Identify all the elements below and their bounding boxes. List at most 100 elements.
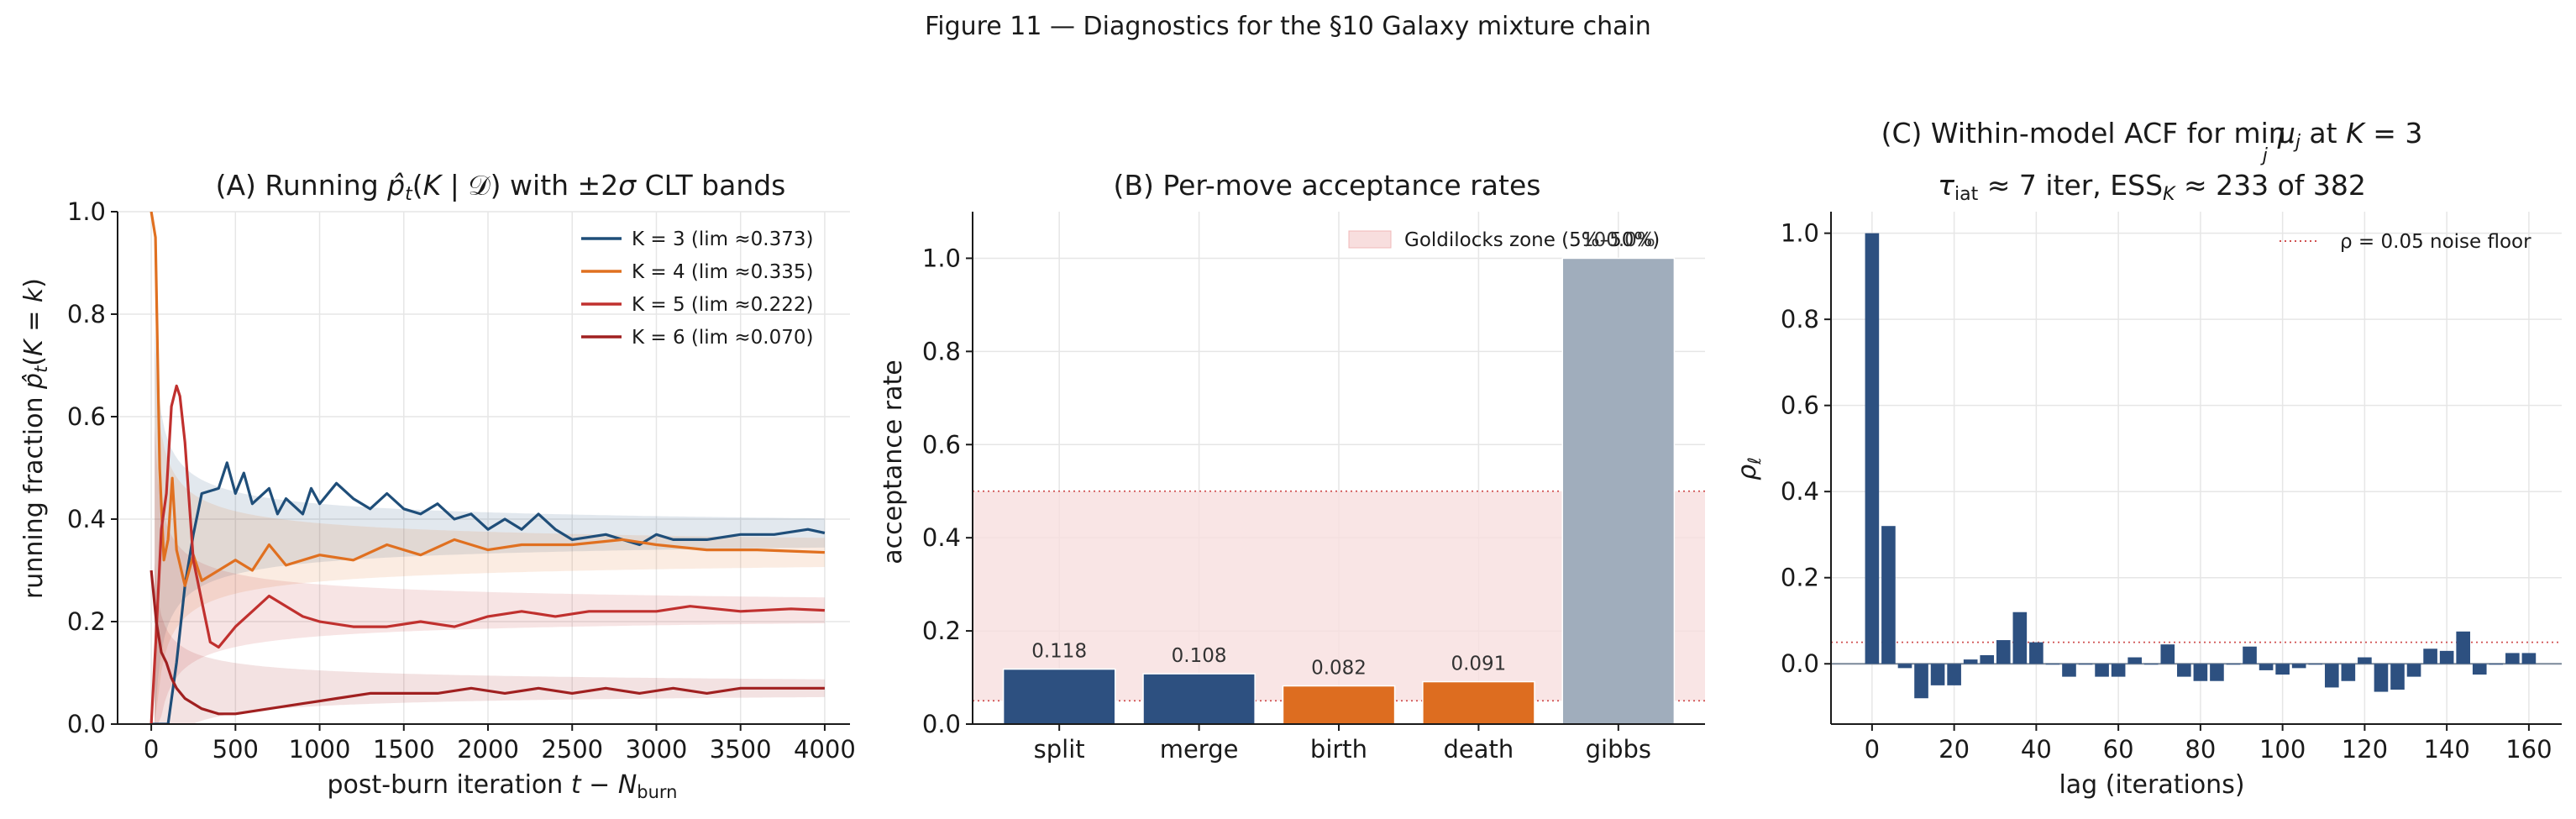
acf-bar: [2193, 664, 2208, 681]
x-tick-label: 40: [2021, 735, 2052, 764]
panel-a-line-chart: 0 500 1000 1500 2000 2500 3000 3500 4000 0.0 0.2 0.…: [19, 169, 856, 802]
legend-label: K = 6 (lim ≈0.070): [632, 327, 813, 349]
x-tick-label: 120: [2342, 735, 2388, 764]
panel-a-title: (A) Running p̂t(K | 𝒟) with ±2σ CLT band…: [216, 169, 786, 205]
figure-title: Figure 11 — Diagnostics for the §10 Gala…: [925, 12, 1651, 41]
acf-bar: [1947, 664, 1961, 685]
x-tick-label: gibbs: [1586, 735, 1651, 764]
x-tick-label: 140: [2423, 735, 2469, 764]
y-tick-label: 0.4: [1781, 477, 1819, 506]
x-tick-label: merge: [1160, 735, 1239, 764]
acf-bar: [1980, 654, 1995, 664]
legend-label: K = 4 (lim ≈0.335): [632, 261, 813, 283]
acf-bar: [2456, 631, 2471, 664]
legend-label: K = 5 (lim ≈0.222): [632, 294, 813, 316]
series-line-6: [150, 570, 825, 716]
acf-bar: [2111, 664, 2126, 677]
y-tick-label: 0.2: [67, 607, 106, 636]
acf-bar: [2160, 644, 2175, 664]
x-tick-label: 100: [2259, 735, 2306, 764]
y-tick-label: 0.2: [1781, 564, 1819, 592]
bar-value-label-gibbs: 100.0%: [1582, 229, 1655, 251]
x-tick-label: 500: [212, 735, 259, 764]
panel-c-title-line2: τiat ≈ 7 iter, ESSK ≈ 233 of 382: [1938, 169, 2366, 205]
x-tick-label: 4000: [794, 735, 856, 764]
acf-bar: [2259, 664, 2274, 670]
x-tick-label: 1000: [289, 735, 351, 764]
x-tick-label: 80: [2185, 735, 2216, 764]
clt-band-K3: [155, 326, 825, 724]
x-tick-label: death: [1444, 735, 1514, 764]
bar-value-label: 0.118: [1031, 641, 1087, 663]
y-tick-label: 0.8: [67, 300, 106, 328]
acf-bar: [2521, 653, 2537, 664]
acf-bar: [2390, 664, 2405, 690]
acf-bar: [2341, 664, 2356, 681]
y-tick-label: 0.4: [67, 505, 106, 533]
acf-bar: [2291, 664, 2306, 669]
acf-bar: [2095, 664, 2109, 677]
panel-c-axes: 0 20 40 60 80 100 120 140 160 0.0 0.2 0.4 0.6 0.8 1.0: [1781, 212, 2562, 764]
legend-label: K = 3 (lim ≈0.373): [632, 228, 813, 250]
acf-bar: [1963, 659, 1978, 664]
y-tick-label: 1.0: [1781, 219, 1819, 248]
panel-a-legend: K = 3 (lim ≈0.373) K = 4 (lim ≈0.335) K = …: [581, 228, 813, 349]
acf-bar: [2012, 612, 2028, 664]
acf-bar: [1865, 233, 1880, 664]
x-tick-label: 20: [1939, 735, 1970, 764]
acf-bar: [2275, 664, 2290, 675]
acf-bar: [2472, 664, 2487, 675]
panel-b-axes: split merge birth death gibbs 0.0 0.2 0.4 0.6 0.8…: [922, 212, 1705, 764]
legend-label: Goldilocks zone (5%–50%): [1404, 229, 1660, 251]
series-line-4: [150, 212, 825, 587]
bar-value-label: 0.091: [1451, 654, 1506, 675]
acf-bar: [1996, 640, 2011, 664]
series-line-5: [150, 384, 825, 724]
x-tick-label: birth: [1310, 735, 1367, 764]
panel-b-bar-chart: 0.118 0.108 0.082 0.091 split merge birth deat…: [879, 169, 1705, 764]
bar-death: [1422, 680, 1535, 725]
y-tick-label: 1.0: [67, 197, 106, 226]
clt-band-K4: [155, 346, 825, 724]
panel-c-acf-chart: 0 20 40 60 80 100 120 140 1600.00.20.40.60.81.0 …: [1733, 117, 2562, 800]
x-tick-label: 160: [2505, 735, 2552, 764]
bar-birth: [1282, 685, 1396, 725]
legend-swatch: [1348, 230, 1392, 249]
y-tick-label: 0.8: [1781, 305, 1819, 333]
acf-bar: [1897, 664, 1912, 669]
acf-bar: [2177, 664, 2191, 677]
legend-label: ρ = 0.05 noise floor: [2340, 231, 2531, 253]
acf-bar: [2358, 657, 2372, 664]
panel-b-title: (B) Per-move acceptance rates: [1114, 169, 1541, 202]
panel-c-x-axis-label: lag (iterations): [2059, 770, 2244, 800]
panel-c-acf-bars: [1831, 233, 2562, 699]
acf-bar: [2243, 646, 2257, 664]
acf-bar: [1930, 664, 1945, 685]
panel-c-y-axis-label: ρℓ: [1733, 457, 1765, 480]
acf-bar: [1914, 664, 1928, 699]
x-tick-label: 3000: [626, 735, 688, 764]
x-tick-label: 0: [144, 735, 159, 764]
series-line-3: [151, 461, 826, 724]
x-tick-label: split: [1034, 735, 1085, 764]
y-tick-label: 0.8: [922, 337, 961, 365]
y-tick-label: 0.2: [922, 617, 961, 645]
acf-bar: [2210, 664, 2224, 681]
x-tick-label: 3500: [710, 735, 772, 764]
bar-split: [1002, 668, 1116, 725]
panel-a-x-axis-label: post-burn iteration t − Nburn: [328, 770, 678, 802]
x-tick-label: 0: [1865, 735, 1880, 764]
panel-a-clt-bands: [155, 326, 825, 724]
panel-c-gridlines: [1831, 212, 2562, 724]
panel-c-title-line1: (C) Within-model ACF for min jμj at K = 3: [1881, 117, 2423, 166]
acf-bar: [2062, 664, 2076, 677]
y-tick-label: 0.6: [1781, 391, 1819, 420]
panel-a-y-axis-label: running fraction p̂t(K = k): [19, 278, 51, 599]
clt-band-K6: [155, 562, 825, 724]
y-tick-label: 0.0: [1781, 649, 1819, 678]
acf-bar: [2439, 650, 2454, 664]
panel-b-legend: Goldilocks zone (5%–50%)100.0%: [1348, 229, 1660, 251]
panel-c-legend: ρ = 0.05 noise floor: [2280, 231, 2531, 253]
y-tick-label: 0.6: [922, 430, 961, 459]
